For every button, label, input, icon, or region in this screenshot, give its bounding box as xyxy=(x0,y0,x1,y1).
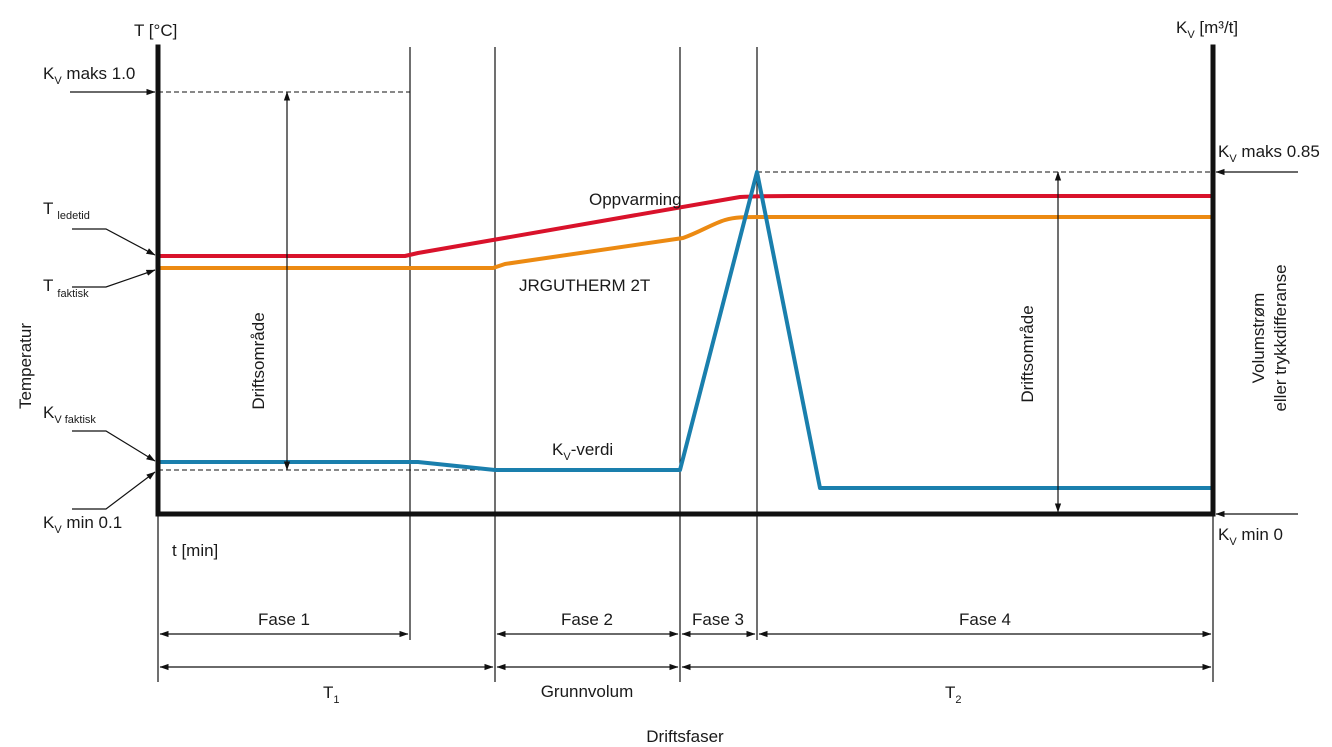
kv-actual-label: KV faktisk xyxy=(43,403,96,426)
kv-max-left-label: KV maks 1.0 xyxy=(43,64,135,87)
phase-boundaries xyxy=(157,47,1214,682)
operating-range-right-label: Driftsområde xyxy=(1018,305,1037,402)
operating-phases-title: Driftsfaser xyxy=(646,727,724,746)
left-pointers xyxy=(70,88,156,510)
time-axis-label: t [min] xyxy=(172,541,218,560)
left-axis-unit: T [°C] xyxy=(134,21,177,40)
base-volume-label: Grunnvolum xyxy=(541,682,634,701)
flow-axis-title-line2: eller trykkdifferanse xyxy=(1271,264,1290,411)
axes xyxy=(155,44,1216,517)
reference-lines xyxy=(158,91,1213,471)
kv-curve-label: KV-verdi xyxy=(552,440,613,463)
right-pointers xyxy=(1215,168,1298,518)
temperature-axis-title: Temperatur xyxy=(16,323,35,409)
kv-curve xyxy=(156,170,1213,490)
kv-max-right-label: KV maks 0.85 xyxy=(1218,142,1320,165)
t-actual-pointer xyxy=(72,269,156,288)
kv-actual-pointer xyxy=(72,430,156,462)
kv-min-left-pointer xyxy=(72,471,156,510)
t-lead-pointer xyxy=(72,228,156,256)
product-curve xyxy=(156,215,1213,270)
kv-min-right-label: KV min 0 xyxy=(1218,525,1283,548)
phase1-label: Fase 1 xyxy=(258,610,310,629)
phase3-label: Fase 3 xyxy=(692,610,744,629)
product-curve-label: JRGUTHERM 2T xyxy=(519,276,650,295)
phase4-label: Fase 4 xyxy=(959,610,1011,629)
t2-label: T2 xyxy=(945,683,962,706)
range-arrows xyxy=(283,91,1062,513)
heating-curve xyxy=(156,194,1213,258)
operating-range-left-label: Driftsområde xyxy=(249,312,268,409)
dimension-arrows xyxy=(159,630,1212,671)
phase2-label: Fase 2 xyxy=(561,610,613,629)
flow-axis-title-line1: Volumstrøm xyxy=(1249,293,1268,384)
t1-label: T1 xyxy=(323,683,340,706)
right-axis-unit: KV [m³/t] xyxy=(1176,18,1238,41)
kv-min-left-label: KV min 0.1 xyxy=(43,513,122,536)
curves xyxy=(156,170,1213,490)
heating-curve-label: Oppvarming xyxy=(589,190,682,209)
